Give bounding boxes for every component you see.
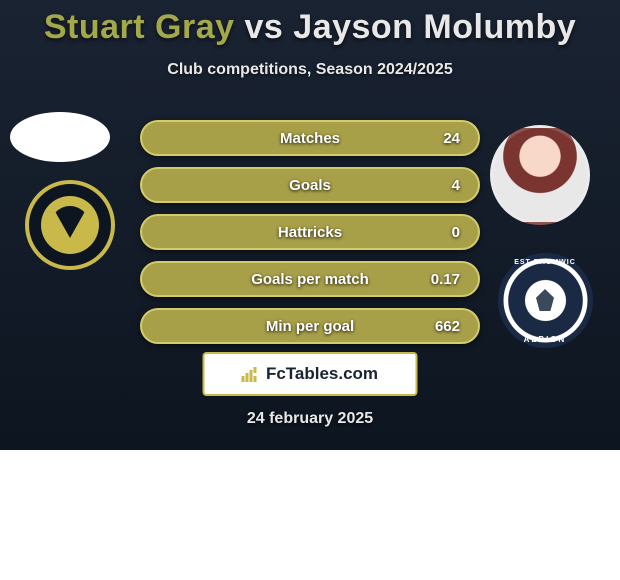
stat-row-matches: Matches 24: [140, 120, 480, 156]
player2-club-badge: EST BROMWIC ALBION: [495, 250, 595, 350]
comparison-card: Stuart Gray vs Jayson Molumby Club compe…: [0, 0, 620, 450]
stat-value: 0.17: [431, 271, 460, 288]
stat-row-mpg: Min per goal 662: [140, 308, 480, 344]
stat-label: Goals per match: [251, 271, 369, 288]
oxford-crest-icon: [25, 180, 115, 270]
stat-value: 0: [452, 224, 460, 241]
stat-row-goals: Goals 4: [140, 167, 480, 203]
wba-crest-bot-text: ALBION: [498, 335, 593, 344]
player1-club-badge: [20, 175, 120, 275]
date-text: 24 february 2025: [0, 410, 620, 428]
whitespace-below: [0, 450, 620, 580]
stat-value: 24: [443, 130, 460, 147]
vs-separator: vs: [245, 8, 284, 46]
stat-row-gpm: Goals per match 0.17: [140, 261, 480, 297]
branding-text: FcTables.com: [266, 364, 378, 384]
player1-name: Stuart Gray: [44, 8, 235, 46]
stat-value: 662: [435, 318, 460, 335]
subtitle: Club competitions, Season 2024/2025: [0, 61, 620, 79]
wba-bird-icon: [536, 289, 554, 311]
stat-label: Matches: [280, 130, 340, 147]
player2-name: Jayson Molumby: [293, 8, 576, 46]
barchart-icon: [242, 366, 262, 382]
wba-crest-icon: EST BROMWIC ALBION: [498, 253, 593, 348]
player2-avatar: [490, 125, 590, 225]
stats-list: Matches 24 Goals 4 Hattricks 0 Goals per…: [140, 120, 480, 355]
stat-label: Goals: [289, 177, 331, 194]
page-title: Stuart Gray vs Jayson Molumby: [0, 0, 620, 47]
branding-box[interactable]: FcTables.com: [203, 352, 418, 396]
player1-avatar: [10, 112, 110, 162]
wba-crest-top-text: EST BROMWIC: [498, 259, 593, 266]
stat-value: 4: [452, 177, 460, 194]
stat-row-hattricks: Hattricks 0: [140, 214, 480, 250]
stat-label: Hattricks: [278, 224, 342, 241]
stat-label: Min per goal: [266, 318, 354, 335]
